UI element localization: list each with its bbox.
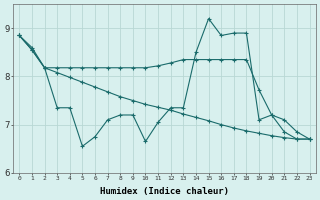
X-axis label: Humidex (Indice chaleur): Humidex (Indice chaleur) bbox=[100, 187, 229, 196]
